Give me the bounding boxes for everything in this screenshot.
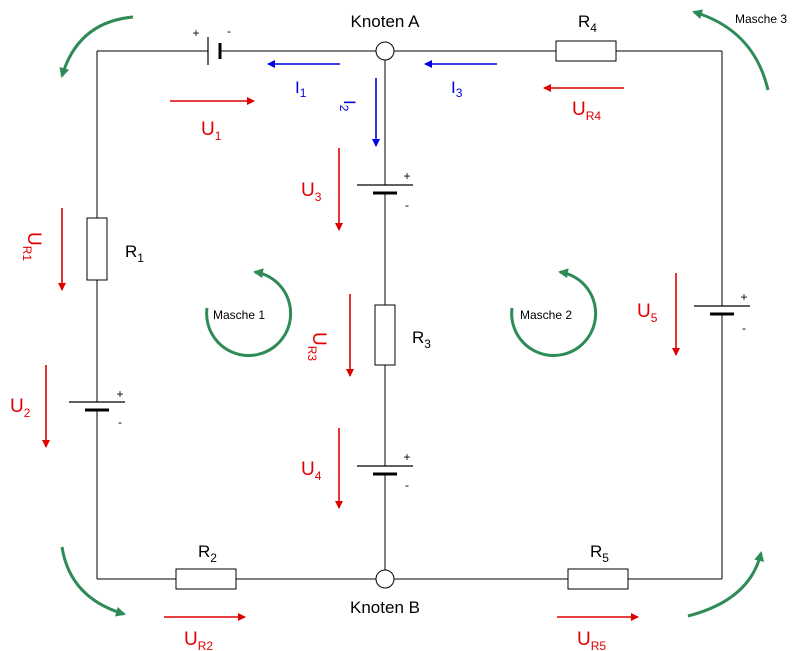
voltage-ur4-label: UR4 (572, 99, 601, 123)
voltage-u4-label: U4 (301, 459, 322, 483)
resistor-r4-label: R4 (578, 12, 597, 35)
source-u3 (357, 184, 413, 195)
voltage-ur5-label: UR5 (577, 629, 606, 651)
source-u2-plus: + (116, 387, 123, 401)
source-u1 (207, 37, 222, 65)
mesh-1-label: Masche 1 (213, 308, 265, 322)
resistor-r4 (555, 40, 617, 62)
node-b-label: Knoten B (350, 598, 420, 617)
current-i2-label: I2 (337, 100, 359, 112)
mesh-3-arrow-bottom-left (60, 546, 126, 617)
source-u3-minus: - (405, 198, 409, 212)
source-u4 (357, 465, 413, 476)
mesh-2-arrow (510, 268, 598, 357)
resistor-r1-label: R1 (125, 242, 144, 265)
mesh-1-arrow (205, 268, 293, 357)
resistor-r3-label: R3 (412, 328, 431, 351)
node-a-label: Knoten A (350, 12, 420, 31)
resistor-r2-label: R2 (198, 542, 217, 565)
mesh-2-label: Masche 2 (520, 308, 572, 322)
voltage-ur2-label: UR2 (184, 629, 213, 651)
resistor-r1 (86, 217, 108, 281)
resistor-r2 (175, 568, 237, 590)
voltage-ur3-label: UR3 (305, 332, 329, 361)
mesh-3-arrow-top-right (692, 9, 770, 91)
source-u1-plus: + (192, 26, 199, 40)
source-u5-minus: - (742, 321, 746, 335)
resistor-r5-label: R5 (590, 542, 609, 565)
voltage-ur1-label: UR1 (20, 232, 44, 261)
voltage-u3-label: U3 (301, 180, 322, 204)
source-u4-minus: - (405, 478, 409, 492)
source-u3-plus: + (403, 169, 410, 183)
voltage-u1-label: U1 (201, 119, 222, 143)
source-u1-minus: - (227, 24, 231, 38)
mesh-3-arrow-bottom-right (687, 551, 765, 618)
wires (96, 50, 723, 580)
source-u5 (694, 305, 750, 316)
source-u5-plus: + (740, 290, 747, 304)
node-a-circle (375, 41, 395, 61)
source-u4-plus: + (403, 450, 410, 464)
resistor-r3 (374, 304, 396, 366)
mesh-3-label: Masche 3 (735, 12, 787, 26)
current-i1-label: I1 (295, 78, 307, 100)
current-i3-label: I3 (451, 78, 463, 100)
source-u2-minus: - (118, 415, 122, 429)
source-u2 (69, 401, 125, 412)
mesh-3-arrow-top-left (59, 15, 134, 78)
voltage-u5-label: U5 (637, 301, 658, 325)
node-b-circle (375, 569, 395, 589)
voltage-u2-label: U2 (10, 396, 31, 420)
resistor-r5 (567, 568, 629, 590)
